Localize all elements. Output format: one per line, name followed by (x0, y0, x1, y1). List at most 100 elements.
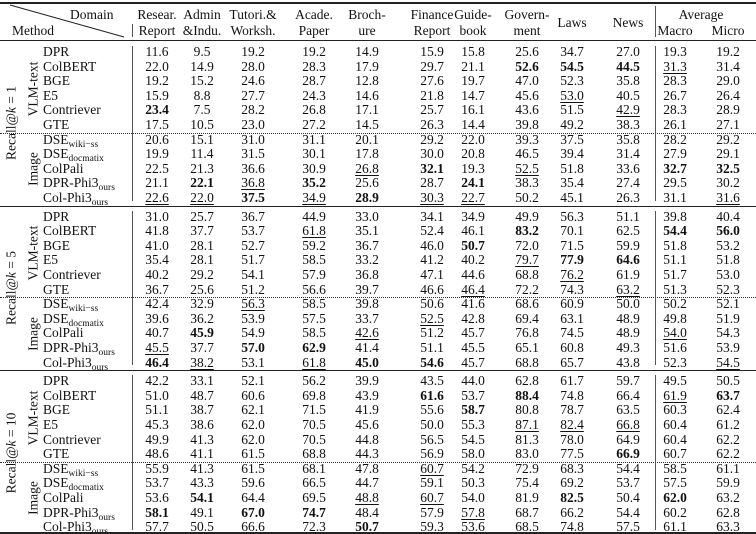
table-cell: 52.1 (716, 296, 740, 312)
table-cell: 69.2 (560, 475, 584, 491)
table-cell: 23.4 (145, 102, 169, 118)
table-cell: 32.9 (190, 296, 214, 312)
table-cell: 21.8 (420, 87, 444, 103)
table-cell: 54.9 (241, 325, 265, 341)
table-cell: 64.6 (616, 252, 640, 268)
table-cell: 14.4 (461, 117, 485, 132)
table-cell: 50.2 (663, 296, 687, 312)
table-cell: 70.1 (560, 223, 584, 239)
table-cell: 44.3 (355, 446, 379, 462)
table-cell: 52.3 (560, 73, 584, 89)
table-cell: 46.5 (515, 146, 539, 162)
table-cell: 29.2 (420, 131, 444, 147)
group-separator (0, 297, 756, 299)
table-cell: 28.3 (302, 58, 326, 74)
method-name: E5 (43, 89, 58, 103)
table-cell: 53.9 (716, 340, 740, 355)
table-cell: 43.5 (420, 373, 444, 389)
table-cell: 19.3 (461, 160, 485, 176)
table-cell: 83.2 (515, 223, 539, 239)
metric-name: Recall@ (3, 113, 19, 161)
table-cell: 41.4 (355, 340, 379, 355)
table-cell: 33.6 (616, 160, 640, 176)
method-name: ColPali (43, 326, 84, 340)
column-header-line1: Govern- (504, 7, 550, 22)
table-cell: 58.5 (302, 325, 326, 341)
group-separator (0, 461, 756, 463)
table-cell: 54.4 (616, 460, 640, 476)
table-cell: 45.1 (560, 190, 584, 205)
method-name: GTE (43, 447, 69, 461)
table-cell: 25.6 (190, 281, 214, 297)
table-cell: 45.6 (355, 417, 379, 432)
table-cell: 41.2 (420, 252, 444, 268)
table-cell: 29.5 (663, 175, 687, 191)
table-cell: 45.3 (145, 417, 169, 432)
table-cell: 62.2 (716, 446, 740, 462)
table-cell: 17.1 (355, 102, 379, 118)
column-header-line2: News (612, 15, 644, 30)
table-cell: 22.7 (461, 190, 485, 205)
header-divider (132, 24, 133, 37)
group-label: VLM-text (25, 390, 41, 446)
method-name: DSEwiki−ss (43, 132, 98, 151)
column-header-line2: Laws (557, 15, 587, 30)
table-cell: 46.6 (420, 281, 444, 297)
table-cell: 59.3 (420, 519, 444, 534)
table-cell: 61.9 (663, 387, 687, 403)
method-name: Col-Phi3ours (43, 191, 108, 209)
table-cell: 35.4 (145, 252, 169, 268)
table-cell: 64.4 (241, 490, 265, 505)
table-cell: 22.5 (145, 160, 169, 176)
table-cell: 58.7 (461, 402, 485, 418)
table-cell: 40.2 (461, 252, 485, 268)
table-cell: 41.0 (145, 237, 169, 253)
table-cell: 58.5 (302, 252, 326, 268)
table-cell: 24.6 (241, 73, 265, 89)
table-cell: 51.6 (663, 340, 687, 355)
table-cell: 27.4 (616, 175, 640, 191)
table-cell: 82.5 (560, 490, 584, 505)
table-cell: 60.4 (663, 417, 687, 432)
table-cell: 41.3 (190, 460, 214, 476)
table-cell: 68.8 (302, 446, 326, 462)
method-name: Contriever (43, 103, 101, 117)
table-cell: 25.7 (420, 102, 444, 118)
table-cell: 52.5 (420, 310, 444, 326)
table-cell: 50.0 (420, 417, 444, 432)
table-cell: 35.2 (302, 175, 326, 191)
table-cell: 45.9 (190, 325, 214, 341)
table-cell: 21.1 (461, 58, 485, 74)
table-cell: 21.3 (190, 160, 214, 176)
header-divider (655, 6, 656, 37)
table-cell: 54.0 (663, 325, 687, 341)
method-subscript: docmatix (68, 318, 104, 329)
table-cell: 81.3 (515, 431, 539, 447)
table-cell: 36.8 (355, 267, 379, 282)
table-cell: 66.9 (616, 446, 640, 462)
table-cell: 28.7 (302, 73, 326, 89)
table-cell: 54.3 (716, 325, 740, 341)
table-cell: 51.1 (145, 402, 169, 418)
table-cell: 38.3 (616, 117, 640, 132)
table-cell: 68.5 (515, 519, 539, 534)
table-cell: 26.8 (302, 102, 326, 118)
table-cell: 59.9 (716, 475, 740, 491)
table-cell: 39.4 (560, 146, 584, 162)
table-cell: 51.8 (663, 237, 687, 253)
table-cell: 41.1 (190, 446, 214, 462)
table-cell: 35.1 (355, 223, 379, 239)
table-cell: 56.3 (560, 208, 584, 224)
table-cell: 22.0 (461, 131, 485, 147)
table-cell: 62.4 (716, 402, 740, 418)
method-base: BGE (43, 402, 70, 418)
method-base: ColBERT (43, 58, 97, 74)
table-cell: 32.1 (420, 160, 444, 176)
table-cell: 56.0 (716, 223, 740, 239)
table-cell: 35.4 (560, 175, 584, 191)
header-diagonal (9, 4, 125, 38)
table-cell: 34.1 (420, 208, 444, 224)
table-cell: 44.5 (616, 58, 640, 74)
table-cell: 49.1 (190, 504, 214, 520)
